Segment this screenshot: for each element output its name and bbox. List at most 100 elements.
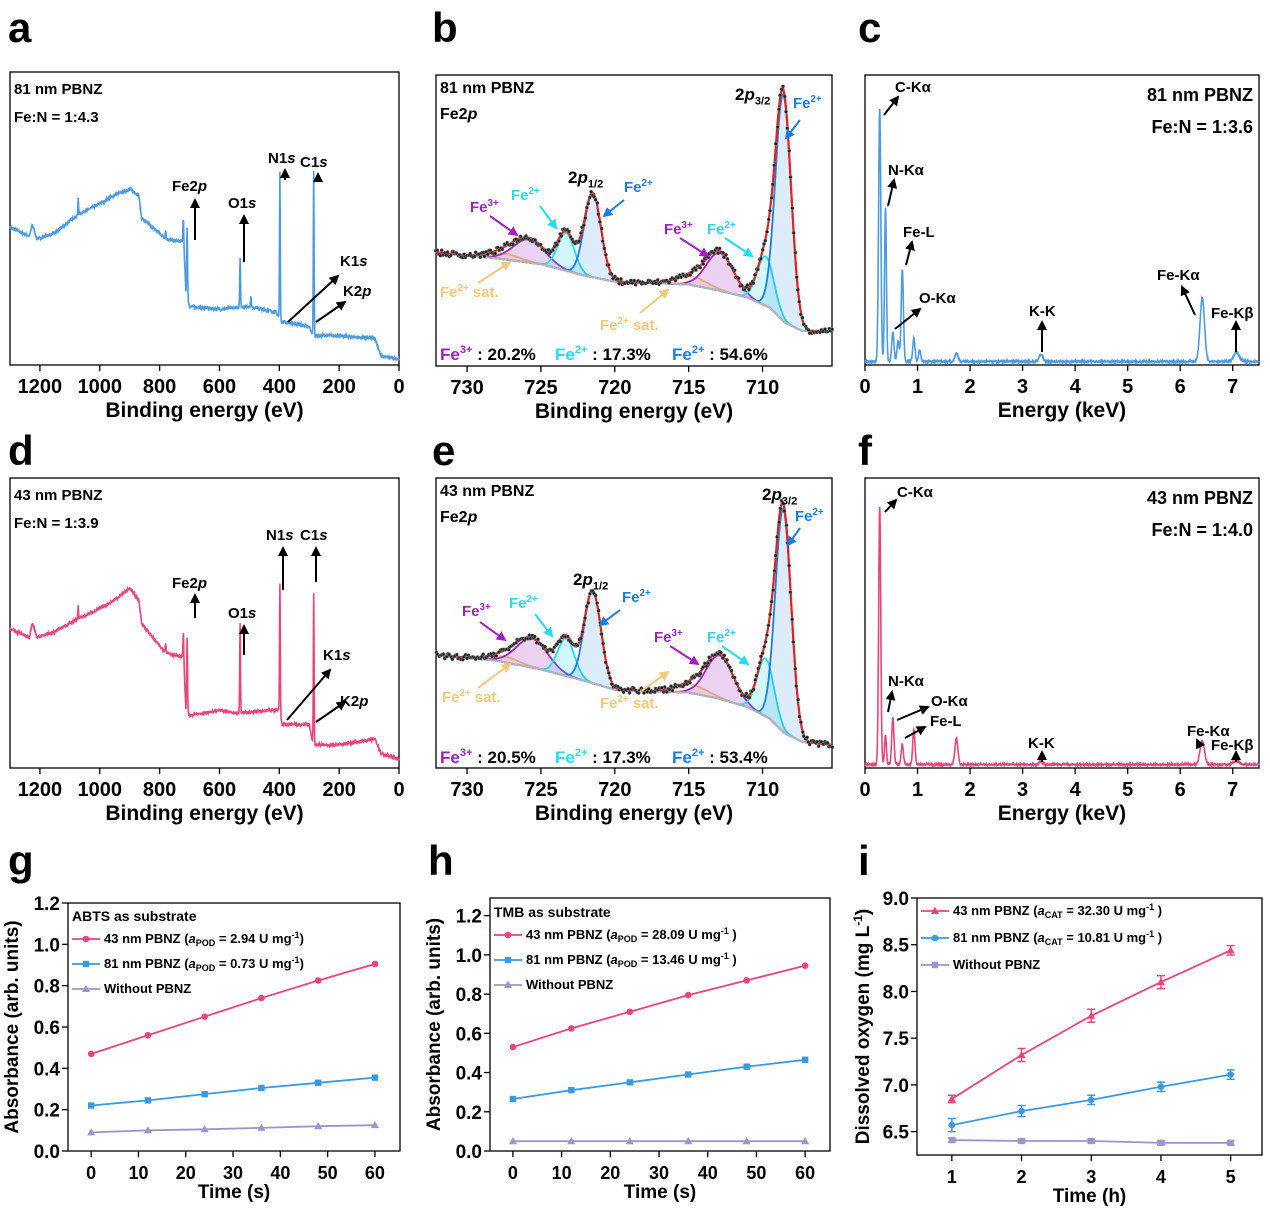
- arrow-icon: [539, 205, 558, 230]
- data-point: [1087, 1011, 1096, 1019]
- peak-label: O-Kα: [931, 693, 968, 710]
- data-point: [732, 268, 737, 273]
- data-point: [604, 252, 608, 257]
- legend-punct: ): [1154, 930, 1162, 945]
- data-point: [760, 651, 765, 656]
- label-main: Fe: [440, 284, 458, 301]
- label-main: K2: [343, 283, 362, 300]
- legend-value: 32.30: [1077, 903, 1110, 918]
- data-point: [736, 276, 741, 281]
- label-italic: p: [197, 178, 207, 195]
- data-point: [669, 684, 673, 689]
- data-point: [602, 650, 607, 655]
- label-tail: : 53.4%: [704, 748, 767, 767]
- x-tick-label: 40: [270, 1163, 290, 1183]
- legend-entry: Without PBNZ: [921, 957, 1040, 972]
- data-point: [200, 1125, 209, 1133]
- peak-label: Fe3+: [462, 602, 491, 620]
- data-point: [797, 714, 802, 719]
- data-point: [794, 275, 799, 280]
- peak-label: Fe-Kβ: [1211, 737, 1254, 754]
- arrow-icon: [721, 645, 750, 666]
- legend-unit-sup: -1: [1146, 929, 1154, 939]
- x-axis-title: Binding energy (eV): [535, 400, 733, 423]
- y-tick-label: 0.8: [34, 977, 60, 998]
- percentage-label: Fe2+ : 17.3%: [555, 344, 651, 364]
- legend-punct: ): [1154, 903, 1162, 918]
- x-tick-label: 6: [1175, 376, 1186, 398]
- label-italic: s: [359, 253, 367, 270]
- label-main: Fe-Kβ: [1211, 737, 1254, 754]
- x-tick-label: 10: [552, 1163, 572, 1183]
- series-1: [947, 1069, 1235, 1133]
- label-main: 2: [735, 85, 744, 104]
- peak-label: Fe2p: [172, 575, 207, 592]
- data-point: [765, 229, 769, 234]
- data-point: [729, 668, 734, 673]
- data-point: [619, 277, 623, 281]
- data-point: [608, 676, 612, 680]
- data-point: [793, 250, 798, 255]
- label-main: Fe: [555, 748, 575, 767]
- data-point: [478, 255, 483, 260]
- data-point: [567, 229, 571, 234]
- peak-label: Fe-L: [903, 224, 935, 241]
- data-point: [698, 265, 703, 270]
- data-point: [721, 250, 725, 255]
- y-tick-label: 0.6: [34, 1018, 60, 1039]
- plot-frame: [9, 71, 400, 366]
- y-tick-label: 0.2: [34, 1101, 60, 1122]
- legend-unit: U mg: [259, 956, 292, 971]
- x-axis-title: Binding energy (eV): [105, 399, 303, 422]
- data-point: [577, 239, 581, 244]
- data-point: [579, 230, 583, 235]
- data-point: [493, 251, 498, 256]
- data-point: [738, 689, 743, 693]
- peak-label: Fe2+: [707, 628, 736, 646]
- legend-punct: (: [1030, 903, 1039, 918]
- data-point: [509, 1043, 517, 1051]
- series-0: [509, 962, 809, 1051]
- label-main: Fe2: [172, 575, 198, 592]
- label-italic: p: [197, 575, 207, 592]
- y-tick-label: 0.2: [456, 1103, 482, 1124]
- label-italic: s: [287, 150, 295, 167]
- data-point: [753, 678, 758, 682]
- legend-marker: [504, 980, 512, 988]
- legend-value: 10.81: [1077, 930, 1110, 945]
- legend-entry: 81 nm PBNZ (aPOD = 13.46 U mg-1 ): [494, 951, 737, 969]
- data-point: [508, 1136, 517, 1145]
- label-main: Fe: [440, 345, 460, 364]
- label-main: Fe-Kα: [1157, 267, 1200, 284]
- data-point: [605, 665, 610, 670]
- y-axis-title: Absorbance (arb. units): [424, 918, 445, 1131]
- label-tail: : 20.2%: [472, 345, 535, 364]
- x-tick-label: 20: [176, 1163, 196, 1183]
- label-main: Fe-L: [930, 713, 962, 730]
- data-point: [661, 690, 666, 694]
- component-fill: [436, 654, 832, 745]
- peak-label: Fe3+: [470, 198, 499, 216]
- legend-param-sub: POD: [196, 938, 216, 948]
- data-point: [796, 697, 800, 702]
- arrow-icon: [315, 700, 347, 723]
- peak-label: Fe3+: [654, 628, 683, 646]
- data-point: [568, 1025, 575, 1032]
- peak-label: K2p: [343, 283, 371, 300]
- data-point: [743, 1063, 750, 1070]
- peak-label: Fe-L: [930, 713, 962, 730]
- data-point: [626, 686, 630, 691]
- data-point: [745, 283, 750, 287]
- label-main: 2: [573, 570, 582, 589]
- peak-label: Fe2+: [511, 186, 540, 204]
- label-main: Fe: [664, 221, 682, 238]
- panel-c: c 0 1 2 3 4 5 6 7 Energy (keV) 81 nm PBNZ Fe:N = 1:…: [858, 4, 1260, 422]
- label-main: Fe: [462, 603, 480, 620]
- legend-unit: U mg: [1114, 930, 1147, 945]
- legend-entry: 43 nm PBNZ (aCAT = 32.30 U mg-1 ): [921, 902, 1162, 920]
- label-main: O1: [228, 195, 248, 212]
- label-sup: 2+: [692, 747, 705, 759]
- legend-label: 43 nm PBNZ (aCAT = 32.30 U mg-1 ): [953, 902, 1162, 920]
- x-tick-label: 715: [672, 779, 705, 801]
- y-tick-label: 8.0: [883, 982, 909, 1003]
